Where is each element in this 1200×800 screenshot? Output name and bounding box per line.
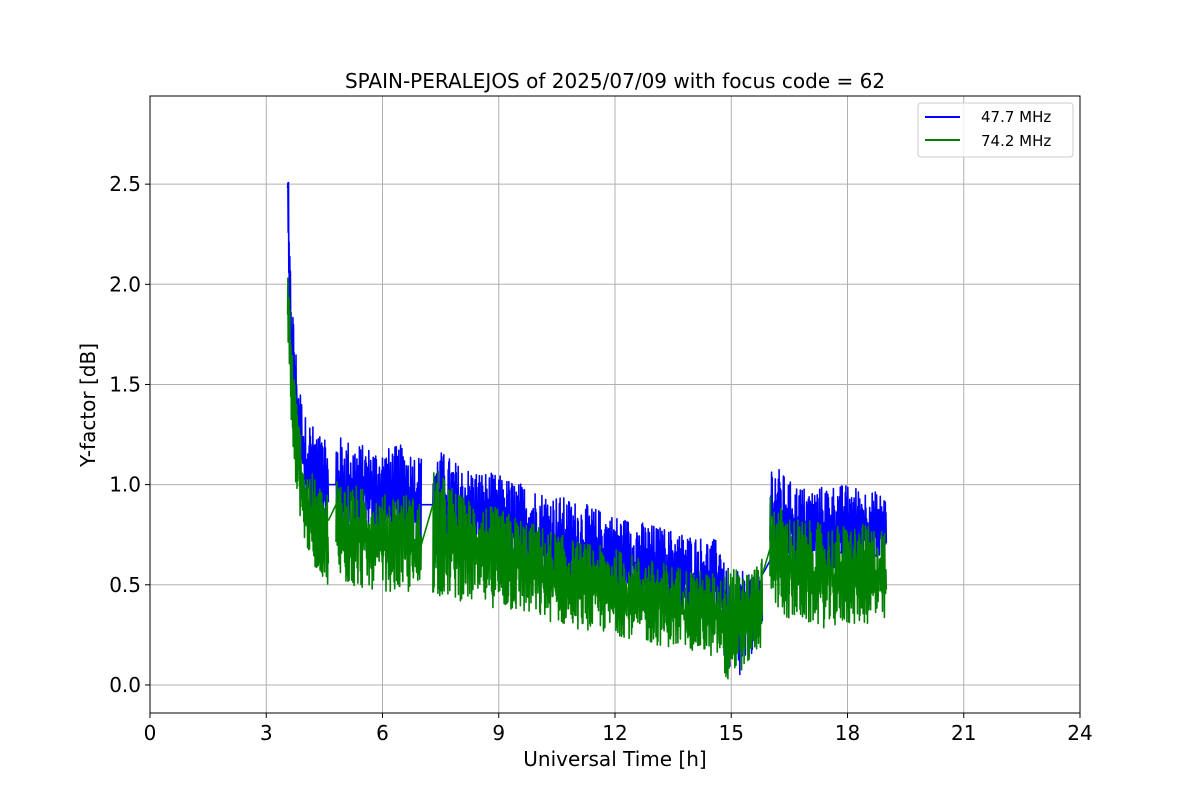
y-tick-label-2-5: 2.5 [109, 172, 141, 196]
y-tick-label-0: 0.0 [109, 673, 141, 697]
series-line-74-2-MHz-segment-3 [420, 504, 434, 545]
legend-label-47-7: 47.7 MHz [981, 108, 1051, 126]
y-tick-label-1: 1.0 [109, 473, 141, 497]
x-tick-label-15: 15 [719, 721, 744, 745]
ticks: 0 3 6 9 12 15 18 21 24 0.0 0.5 1.0 1.5 2.0 2.5 [109, 172, 1093, 745]
series-74-2-MHz [286, 277, 888, 680]
series-line-74-2-MHz-segment-6 [761, 548, 771, 576]
x-tick-label-3: 3 [260, 721, 273, 745]
x-tick-label-21: 21 [951, 721, 976, 745]
legend: 47.7 MHz 74.2 MHz [917, 102, 1074, 158]
chart-title: SPAIN-PERALEJOS of 2025/07/09 with focus… [345, 69, 885, 93]
series-line-74-2-MHz-segment-2 [335, 481, 423, 592]
series-line-74-2-MHz-segment-4 [432, 470, 725, 657]
series-line-74-2-MHz-segment-7 [769, 496, 888, 629]
series-line-74-2-MHz-segment-0 [286, 277, 330, 585]
legend-label-74-2: 74.2 MHz [981, 132, 1051, 150]
y-tick-label-0-5: 0.5 [109, 573, 141, 597]
x-tick-label-0: 0 [144, 721, 157, 745]
x-tick-label-9: 9 [492, 721, 505, 745]
x-tick-label-24: 24 [1067, 721, 1092, 745]
y-axis-label: Y-factor [dB] [76, 343, 100, 468]
y-tick-label-2: 2.0 [109, 272, 141, 296]
x-tick-label-12: 12 [602, 721, 627, 745]
x-axis-label: Universal Time [h] [523, 747, 706, 771]
series-line-74-2-MHz-segment-1 [327, 504, 337, 522]
series-line-47-7-MHz-segment-4 [432, 452, 725, 625]
x-tick-label-6: 6 [376, 721, 389, 745]
y-tick-label-1-5: 1.5 [109, 372, 141, 396]
series-line-47-7-MHz-segment-0 [286, 181, 330, 529]
series-line-74-2-MHz-segment-5 [722, 558, 764, 680]
series-layer [286, 181, 888, 680]
x-tick-label-18: 18 [835, 721, 860, 745]
